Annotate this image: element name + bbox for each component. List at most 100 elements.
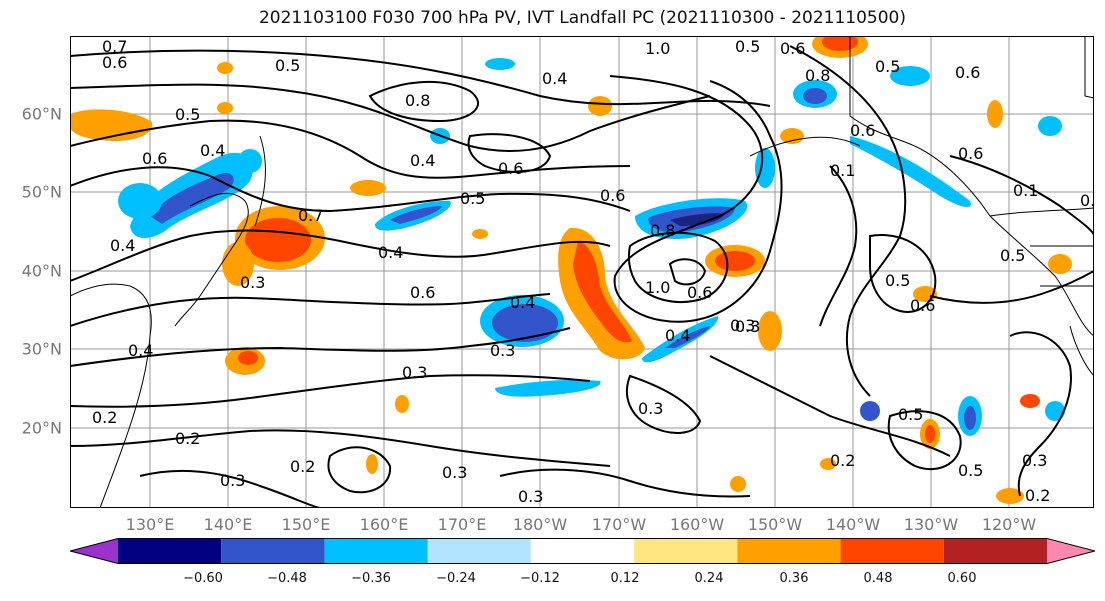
contour-label: 0.3 xyxy=(442,463,467,482)
contour-label: 0.6 xyxy=(600,186,625,205)
contour-label: 0.6 xyxy=(850,121,875,140)
colorbar-segment xyxy=(943,538,1047,564)
lon-label: 130°E xyxy=(125,515,175,534)
contour-label: 0.2 xyxy=(175,429,200,448)
lat-label: 50°N xyxy=(21,182,62,202)
contour-label: 1.0 xyxy=(645,278,670,297)
lon-label: 170°W xyxy=(591,515,647,534)
contour-label: 0.2 xyxy=(1025,486,1050,505)
colorbar-tick: 0.48 xyxy=(863,571,893,586)
contour-label: 0.5 xyxy=(875,57,900,76)
contour-label: 0.4 xyxy=(110,236,135,255)
lon-label: 160°E xyxy=(359,515,409,534)
contour-label: 0.5 xyxy=(275,56,300,75)
contour-label: 0.5 xyxy=(460,189,485,208)
contour-label: 0.8 xyxy=(405,91,430,110)
contour-label: 0.8 xyxy=(805,66,830,85)
contour-label: 0.6 xyxy=(142,149,167,168)
colorbar-tick: 0.60 xyxy=(947,571,977,586)
contour-label: 0.3 xyxy=(638,399,663,418)
colorbar-segment xyxy=(530,538,635,564)
map-canvas: 0.7 0.6 0.5 0.5 0.6 0.7 0.8 0.4 1.0 0.5 … xyxy=(70,36,1094,508)
contour-label: 0.6 xyxy=(498,159,523,178)
contour-labels: 0.7 0.6 0.5 0.5 0.6 0.7 0.8 0.4 1.0 0.5 … xyxy=(92,37,1094,506)
pv-contours xyxy=(70,45,1094,508)
colorbar-tick: −0.60 xyxy=(183,571,223,586)
contour-label: 0.3 xyxy=(402,363,427,382)
colorbar-segment xyxy=(840,538,944,564)
contour-label: 0.4 xyxy=(128,341,153,360)
colorbar-tick: −0.12 xyxy=(520,571,560,586)
contour-label: 0.7 xyxy=(102,37,127,56)
contour-label: 0.2 xyxy=(830,451,855,470)
contour-label: 0.2 xyxy=(92,408,117,427)
contour-label: 0.4 xyxy=(410,151,435,170)
colorbar-segment xyxy=(427,538,531,564)
lat-label: 30°N xyxy=(21,339,62,359)
lon-label: 140°W xyxy=(825,515,881,534)
colorbar-segment xyxy=(737,538,841,564)
lon-label: 170°E xyxy=(437,515,487,534)
contour-label: 0.1 xyxy=(830,161,855,180)
contour-label: 0.6 xyxy=(410,283,435,302)
contour-label: 0.6 xyxy=(955,63,980,82)
colorbar-segment xyxy=(221,538,325,564)
contour-label: 0.3 xyxy=(730,316,755,335)
colorbar-tick: −0.48 xyxy=(267,571,307,586)
lon-label: 180°W xyxy=(512,515,568,534)
lon-label: 150°E xyxy=(281,515,331,534)
colorbar-segment xyxy=(118,538,222,564)
contour-label: 0.6 xyxy=(687,283,712,302)
contour-label: 0.3 xyxy=(735,317,760,336)
contour-label: 0.3 xyxy=(490,341,515,360)
contour-label: 0.5 xyxy=(898,405,923,424)
lon-label: 140°E xyxy=(203,515,253,534)
contour-label: 0.3 xyxy=(1022,451,1047,470)
lat-label: 20°N xyxy=(21,418,62,438)
contour-label: 0.5 xyxy=(175,105,200,124)
contour-label: 0.3 xyxy=(518,487,543,506)
contour-label: 0.5 xyxy=(1000,246,1025,265)
map-title: 2021103100 F030 700 hPa PV, IVT Landfall… xyxy=(258,8,906,28)
contour-label: 0.6 xyxy=(780,39,805,58)
coastlines xyxy=(70,36,1094,508)
map-panel: 0.7 0.6 0.5 0.5 0.6 0.7 0.8 0.4 1.0 0.5 … xyxy=(70,36,1094,508)
contour-label: 0.4 xyxy=(542,69,567,88)
contour-label: 0.4 xyxy=(510,293,535,312)
lon-label: 130°W xyxy=(903,515,959,534)
contour-label: 0.3 xyxy=(220,471,245,490)
contour-label: 0.5 xyxy=(885,271,910,290)
colorbar-outline xyxy=(70,538,1095,564)
contour-label: 0.2 xyxy=(290,457,315,476)
colorbar-tick: 0.12 xyxy=(610,571,640,586)
contour-label: 0.5 xyxy=(735,37,760,56)
contour-label: 0.6 xyxy=(102,53,127,72)
colorbar-tick: −0.36 xyxy=(351,571,391,586)
contour-label: 0.4 xyxy=(378,243,403,262)
contour-label: 0.5 xyxy=(958,461,983,480)
colorbar-segment xyxy=(70,538,118,564)
lon-label: 150°W xyxy=(747,515,803,534)
contour-label: 1.0 xyxy=(645,39,670,58)
colorbar-tick: −0.24 xyxy=(436,571,476,586)
contour-label: 0.1 xyxy=(1013,181,1038,200)
contour-label: 0.6 xyxy=(958,144,983,163)
colorbar-segments xyxy=(70,538,1095,564)
colorbar-tick: 0.24 xyxy=(694,571,724,586)
colorbar-segment xyxy=(634,538,738,564)
contour-label: 0.6 xyxy=(910,296,935,315)
lat-label: 40°N xyxy=(21,261,62,281)
colorbar-segment xyxy=(1047,538,1095,564)
colorbar-tick: 0.36 xyxy=(779,571,809,586)
contour-label: 0.4 xyxy=(200,141,225,160)
lon-label: 120°W xyxy=(981,515,1037,534)
contour-label: 0.3 xyxy=(240,273,265,292)
contour-label: 0.7 xyxy=(298,206,323,225)
colorbar-segment xyxy=(324,538,428,564)
contour-label: 0.1 xyxy=(1080,191,1094,210)
contour-label: 0.4 xyxy=(665,326,690,345)
colorbar xyxy=(70,538,1095,564)
contour-label: 0.8 xyxy=(650,221,675,240)
lat-label: 60°N xyxy=(21,104,62,124)
lon-label: 160°W xyxy=(669,515,725,534)
